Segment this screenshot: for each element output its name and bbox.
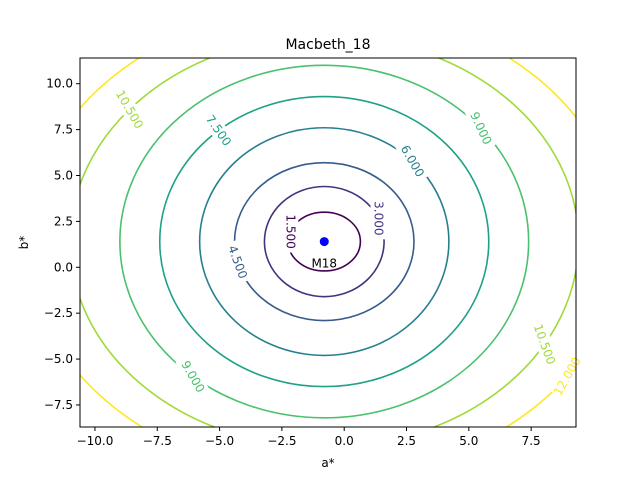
x-tick-label: −10.0 — [77, 434, 114, 448]
contour-label-gap — [112, 87, 147, 132]
contour-line-3.000 — [263, 185, 385, 298]
x-tick-label: 0.0 — [335, 434, 354, 448]
contour-label-gap — [529, 321, 560, 367]
contour-label-gap — [199, 108, 238, 153]
contour-lines — [80, 58, 576, 427]
y-tick-label: 10.0 — [46, 77, 73, 91]
x-tick-label: 7.5 — [522, 434, 541, 448]
contour-label-gap — [282, 210, 299, 253]
contour-label: 3.000 — [371, 201, 385, 235]
plot-frame — [79, 57, 577, 428]
contour-label-group: 1.500 — [282, 210, 299, 253]
x-tick-label: −2.5 — [267, 434, 296, 448]
contour-label-gap — [394, 138, 430, 184]
contour-label-gap — [464, 105, 497, 151]
x-axis-ticks: −10.0 −7.5 −5.0 −2.5 0.0 2.5 5.0 7.5 — [77, 427, 541, 448]
y-tick-label: −2.5 — [44, 306, 73, 320]
y-tick-label: 2.5 — [54, 214, 73, 228]
y-tick-label: 7.5 — [54, 123, 73, 137]
x-tick-label: −5.0 — [205, 434, 234, 448]
y-tick-label: −7.5 — [44, 398, 73, 412]
y-axis-ticks: −7.5 −5.0 −2.5 0.0 2.5 5.0 7.5 10.0 — [44, 77, 80, 412]
contour-line-6.000 — [198, 126, 450, 357]
y-tick-label: −5.0 — [44, 352, 73, 366]
x-tick-label: 5.0 — [459, 434, 478, 448]
contour-label-gap — [370, 197, 387, 240]
y-tick-label: 5.0 — [54, 168, 73, 182]
contour-label-gap — [222, 239, 253, 285]
contour-label: 1.500 — [283, 214, 297, 248]
sample-point-label: M18 — [311, 257, 337, 271]
x-tick-label: −7.5 — [143, 434, 172, 448]
y-tick-label: 0.0 — [54, 260, 73, 274]
contour-line-9.000 — [119, 64, 530, 419]
y-axis-label: b* — [17, 236, 31, 250]
chart-title: Macbeth_18 — [285, 37, 370, 53]
sample-point-marker — [319, 237, 329, 247]
x-axis-label: a* — [321, 456, 334, 470]
x-tick-label: 2.5 — [397, 434, 416, 448]
contour-label-gap — [175, 354, 211, 399]
contour-line-7.500 — [158, 95, 490, 388]
contour-label-group: 3.000 — [370, 197, 387, 240]
marker-layer: M18 — [311, 237, 337, 271]
